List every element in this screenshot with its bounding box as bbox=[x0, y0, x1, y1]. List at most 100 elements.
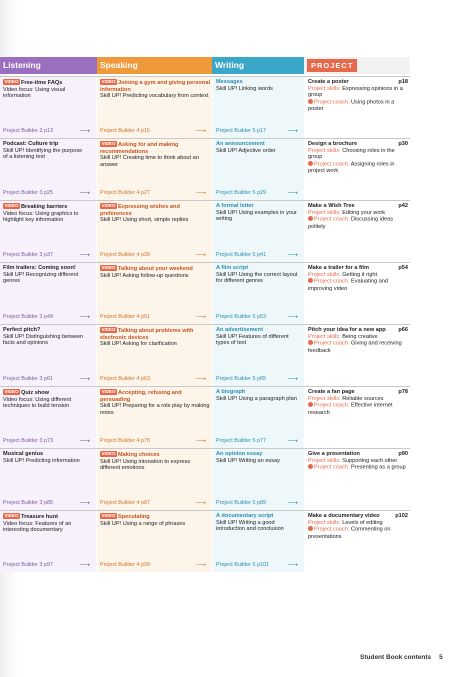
project-builder-link[interactable]: Project Builder 4 p27 bbox=[100, 190, 151, 197]
project-builder-link[interactable]: Project Builder 3 p97 bbox=[3, 562, 54, 569]
page-footer: Student Book contents 5 bbox=[360, 654, 443, 661]
project-page: p66 bbox=[398, 327, 408, 333]
project-skills-value: Reliable sources bbox=[342, 395, 384, 402]
listening-cell: Perfect pitch? Skill UP! Distinguishing b… bbox=[0, 325, 96, 386]
writing-skill: Skill UP! Linking words bbox=[216, 85, 273, 92]
project-builder-link[interactable]: Project Builder 3 p37 bbox=[3, 252, 54, 259]
project-builder-link[interactable]: Project Builder 4 p99 bbox=[100, 562, 151, 569]
project-page: p102 bbox=[395, 513, 408, 519]
project-title: Give a presentation bbox=[308, 451, 360, 457]
video-icon: VIDEO bbox=[3, 79, 21, 85]
writing-skill: Skill UP! Writing an essay bbox=[216, 457, 280, 464]
speaking-title-line: VIDEO Speculating bbox=[100, 513, 210, 521]
arrow-right-icon: ⟶ bbox=[79, 190, 90, 197]
project-skills-label: Project skills: bbox=[308, 147, 341, 154]
project-page: p18 bbox=[398, 79, 408, 85]
project-builder-link[interactable]: Project Builder 5 p89 bbox=[216, 500, 267, 507]
project-skills-label: Project skills: bbox=[308, 333, 341, 340]
project-title: Design a brochure bbox=[308, 141, 358, 147]
project-builder-link[interactable]: Project Builder 5 p17 bbox=[216, 128, 267, 135]
arrow-right-icon: ⟶ bbox=[287, 376, 298, 383]
listening-title: Film trailers: Coming soon! bbox=[3, 265, 76, 271]
project-skills-value: Choosing roles in the group bbox=[308, 147, 395, 161]
listening-focus: Skill UP! Recognizing different bbox=[3, 271, 79, 278]
video-icon: VIDEO bbox=[3, 389, 21, 395]
project-page: p78 bbox=[398, 389, 408, 395]
project-cell: Pitch your idea for a new app p66 Project … bbox=[305, 325, 410, 386]
listening-cell: VIDEO Breaking barriers Video focus: Using… bbox=[0, 201, 96, 262]
speaking-title-line: VIDEO Expressing wishes and preferences bbox=[100, 203, 210, 217]
speaking-title: Expressing wishes and preferences bbox=[100, 204, 180, 217]
writing-title: A biograph bbox=[216, 389, 246, 395]
arrow-right-icon: ⟶ bbox=[79, 128, 90, 135]
project-builder-link[interactable]: Project Builder 3 p73 bbox=[3, 438, 54, 445]
project-skills-value: Supporting each other bbox=[342, 457, 398, 464]
project-builder-link[interactable]: Project Builder 4 p39 bbox=[100, 252, 151, 259]
project-title: Make a trailer for a film bbox=[308, 265, 369, 271]
project-coach-label: Project coach: bbox=[314, 340, 350, 347]
project-builder-link[interactable]: Project Builder 3 p49 bbox=[3, 314, 54, 321]
table-row: Perfect pitch? Skill UP! Distinguishing b… bbox=[0, 324, 410, 386]
project-builder-link[interactable]: Project Builder 4 p87 bbox=[100, 500, 151, 507]
listening-cell: VIDEO Quiz show Video focus: Using differe… bbox=[0, 387, 96, 448]
table-row: Podcast: Culture trip Skill UP! Identifyi… bbox=[0, 138, 410, 200]
project-coach-label: Project coach: bbox=[314, 216, 350, 223]
project-builder-link[interactable]: Project Builder 4 p15 bbox=[100, 128, 151, 135]
project-badge: PROJECT bbox=[307, 59, 358, 72]
speaking-skill: Skill UP! Predicting vocabulary from con… bbox=[100, 93, 209, 100]
project-skills-value: Editing your work bbox=[342, 209, 386, 216]
video-icon: VIDEO bbox=[100, 389, 118, 395]
table-row: VIDEO Free-time FAQs Video focus: Using vi… bbox=[0, 76, 410, 138]
project-builder-link[interactable]: Project Builder 5 p53 bbox=[216, 314, 267, 321]
arrow-right-icon: ⟶ bbox=[195, 252, 206, 259]
table-row: Film trailers: Coming soon! Skill UP! Rec… bbox=[0, 262, 410, 324]
arrow-right-icon: ⟶ bbox=[195, 314, 206, 321]
project-builder-link[interactable]: Project Builder 3 p61 bbox=[3, 376, 54, 383]
project-builder-link[interactable]: Project Builder 3 p85 bbox=[3, 500, 54, 507]
arrow-right-icon: ⟶ bbox=[79, 314, 90, 321]
writing-title: A formal letter bbox=[216, 203, 254, 209]
coach-icon bbox=[308, 216, 313, 222]
arrow-right-icon: ⟶ bbox=[287, 438, 298, 445]
video-icon: VIDEO bbox=[100, 203, 118, 209]
speaking-cell: VIDEO Accepting, refusing and persuading S… bbox=[97, 387, 212, 448]
project-coach-label: Project coach: bbox=[314, 99, 350, 106]
project-builder-link[interactable]: Project Builder 3 p13 bbox=[3, 128, 54, 135]
project-skills-label: Project skills: bbox=[308, 457, 341, 464]
speaking-title: Talking about your weekend bbox=[118, 266, 193, 272]
project-builder-link[interactable]: Project Builder 5 p29 bbox=[216, 190, 267, 197]
speaking-title: Asking for and making recommendations bbox=[100, 142, 179, 155]
speaking-title-line: VIDEO Asking for and making recommendatio… bbox=[100, 141, 210, 155]
writing-cell: Messages Skill UP! Linking words Project B… bbox=[213, 77, 304, 138]
coach-icon bbox=[308, 278, 313, 284]
project-builder-link[interactable]: Project Builder 5 p77 bbox=[216, 438, 267, 445]
project-skills-label: Project skills: bbox=[308, 271, 341, 278]
project-title: Create a fan page bbox=[308, 389, 355, 395]
listening-cell: Film trailers: Coming soon! Skill UP! Rec… bbox=[0, 263, 96, 324]
listening-title-line: VIDEO Treasure hunt bbox=[3, 513, 94, 521]
project-builder-link[interactable]: Project Builder 5 p101 bbox=[216, 562, 270, 569]
listening-title: Podcast: Culture trip bbox=[3, 141, 59, 147]
writing-cell: An opinion essay Skill UP! Writing an ess… bbox=[213, 449, 304, 510]
video-icon: VIDEO bbox=[100, 265, 118, 271]
table-row: VIDEO Breaking barriers Video focus: Using… bbox=[0, 200, 410, 262]
project-builder-link[interactable]: Project Builder 3 p25 bbox=[3, 190, 54, 197]
project-builder-link[interactable]: Project Builder 4 p63 bbox=[100, 376, 151, 383]
video-icon: VIDEO bbox=[100, 79, 118, 85]
speaking-title: Joining a gym and giving personal inform… bbox=[100, 80, 211, 93]
writing-title: A film script bbox=[216, 265, 249, 271]
header-writing: Writing bbox=[212, 57, 304, 74]
speaking-title: Speculating bbox=[118, 514, 150, 520]
project-builder-link[interactable]: Project Builder 5 p41 bbox=[216, 252, 267, 259]
project-coach-value: Giving and receiving feedback bbox=[308, 340, 402, 354]
listening-focus: Video focus: Using graphics to bbox=[3, 210, 79, 217]
project-skills: Project skills: Supporting each other bbox=[308, 458, 408, 465]
speaking-skill: Skill UP! Asking follow-up questions bbox=[100, 272, 189, 279]
project-cell: Give a presentation p90 Project skills: Su… bbox=[305, 449, 410, 510]
project-builder-link[interactable]: Project Builder 4 p75 bbox=[100, 438, 151, 445]
project-builder-link[interactable]: Project Builder 5 p65 bbox=[216, 376, 267, 383]
speaking-cell: VIDEO Expressing wishes and preferences Sk… bbox=[97, 201, 212, 262]
project-builder-link[interactable]: Project Builder 4 p51 bbox=[100, 314, 151, 321]
project-coach-label: Project coach: bbox=[314, 402, 350, 409]
speaking-skill: Skill UP! Using a range of phrases bbox=[100, 520, 186, 527]
